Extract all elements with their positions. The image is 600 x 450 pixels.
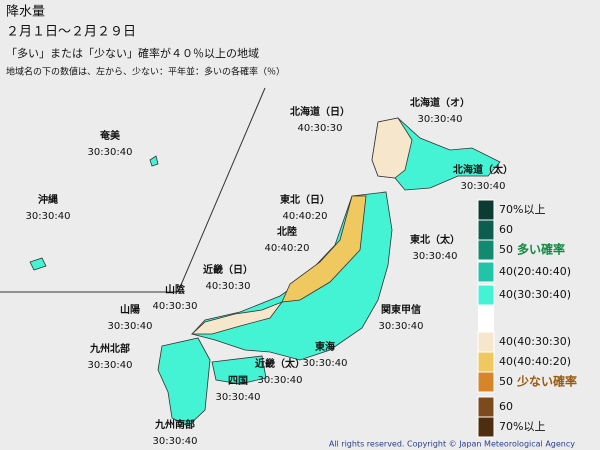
region-name: 近畿（太） xyxy=(255,357,305,370)
legend-label: 50 xyxy=(499,243,513,256)
kyushu xyxy=(157,337,211,427)
region-probs: 40:40:20 xyxy=(283,211,328,222)
region-probs: 30:30:40 xyxy=(108,321,153,332)
copyright: All rights reserved. Copyright © Japan M… xyxy=(329,440,575,449)
region-probs: 30:30:40 xyxy=(461,181,506,192)
legend-swatch xyxy=(477,199,495,221)
legend-gap xyxy=(478,305,494,332)
region-probs: 30:30:40 xyxy=(413,251,458,262)
region-name: 東北（太） xyxy=(410,233,460,246)
legend-swatch xyxy=(477,371,495,393)
legend-swatch xyxy=(477,261,495,283)
region-probs: 30:30:40 xyxy=(153,436,198,447)
tohoku-japan-sea xyxy=(281,195,367,303)
legend-label: 40(30:30:40) xyxy=(499,288,571,301)
legend-few: 少ない確率 xyxy=(516,374,577,389)
region-name: 奄美 xyxy=(99,129,121,142)
legend-swatch xyxy=(477,219,495,241)
legend-label: 70%以上 xyxy=(499,203,545,216)
region-name: 北海道（オ） xyxy=(410,96,470,109)
region-name: 北海道（日） xyxy=(290,105,350,118)
title: 降水量 xyxy=(6,5,45,20)
region-name: 関東甲信 xyxy=(381,303,421,316)
region-name: 四国 xyxy=(228,375,248,387)
region-probs: 30:30:40 xyxy=(88,360,133,371)
region-probs: 40:30:30 xyxy=(153,301,198,312)
region-probs: 30:30:40 xyxy=(303,358,348,369)
legend-label: 40(40:40:20) xyxy=(499,355,571,368)
divider xyxy=(0,87,266,293)
legend-label: 60 xyxy=(499,400,513,413)
region-probs: 30:30:40 xyxy=(379,321,424,332)
shikoku xyxy=(211,355,267,385)
hokkaido-west xyxy=(371,117,413,179)
region-name: 沖縄 xyxy=(38,193,58,206)
okinawa-island xyxy=(29,257,47,271)
legend-swatch xyxy=(477,351,495,373)
region-probs: 30:30:40 xyxy=(216,392,261,403)
subtitle: 「多い」または「少ない」確率が４０％以上の地域 xyxy=(6,46,259,60)
amami-island xyxy=(149,155,159,167)
region-probs: 40:30:30 xyxy=(206,281,251,292)
legend-label: 50 xyxy=(499,375,513,388)
legend-label: 40(40:30:30) xyxy=(499,335,571,348)
legend-many: 多い確率 xyxy=(517,242,565,257)
region-probs: 30:30:40 xyxy=(88,147,133,158)
region-name: 山陰 xyxy=(165,283,186,296)
region-name: 北海道（太） xyxy=(453,163,513,176)
legend-swatch xyxy=(477,416,495,438)
region-name: 北陸 xyxy=(277,225,297,238)
region-name: 近畿（日） xyxy=(203,263,253,276)
region-name: 山陽 xyxy=(120,303,140,316)
region-probs: 30:30:40 xyxy=(26,211,71,222)
legend-swatch xyxy=(477,284,495,306)
legend-label: 40(20:40:40) xyxy=(499,265,571,278)
map xyxy=(29,117,501,427)
region-name: 東北（日） xyxy=(280,193,330,206)
region-probs: 30:30:40 xyxy=(418,114,463,125)
region-probs: 30:30:40 xyxy=(258,375,303,386)
region-probs: 40:30:30 xyxy=(298,123,343,134)
legend-swatch xyxy=(477,396,495,418)
region-name: 東海 xyxy=(315,340,335,353)
period: ２月１日～２月２９日 xyxy=(6,25,136,40)
legend-swatch xyxy=(477,239,495,261)
note: 地域名の下の数値は、左から、少ない：平年並：多いの各確率（％） xyxy=(6,66,285,78)
region-name: 九州南部 xyxy=(154,418,195,431)
legend-swatch xyxy=(477,331,495,353)
legend-label: 60 xyxy=(499,223,513,236)
sanin-kinki-north xyxy=(190,301,284,335)
legend-label: 70%以上 xyxy=(499,420,545,433)
region-name: 九州北部 xyxy=(89,342,130,355)
region-probs: 40:40:20 xyxy=(265,243,310,254)
